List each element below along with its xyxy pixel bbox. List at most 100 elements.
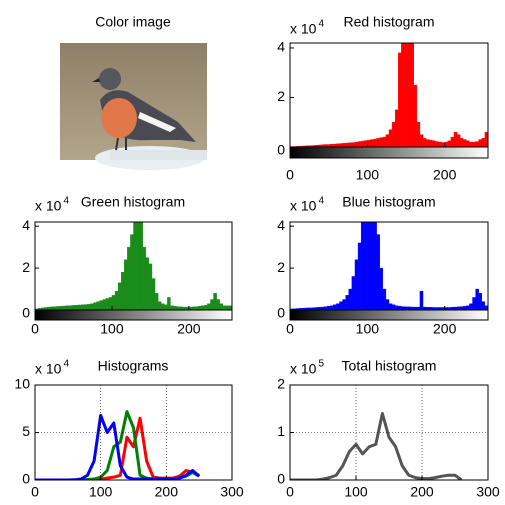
bar bbox=[151, 278, 156, 310]
y-tick-label: 0 bbox=[277, 471, 285, 487]
bar bbox=[354, 259, 359, 310]
bar bbox=[419, 134, 424, 147]
x-tick-label: 200 bbox=[177, 321, 201, 337]
bar bbox=[201, 305, 205, 310]
y-tick-label: 0 bbox=[22, 471, 30, 487]
bar bbox=[145, 257, 150, 310]
bar bbox=[357, 141, 362, 147]
bar bbox=[142, 246, 147, 310]
bar bbox=[475, 141, 479, 147]
y-tick-label: 0 bbox=[277, 142, 285, 158]
bar bbox=[354, 141, 359, 147]
bar bbox=[330, 305, 334, 310]
bar bbox=[68, 305, 73, 310]
bar bbox=[419, 290, 424, 310]
bar bbox=[170, 305, 174, 310]
bar bbox=[339, 301, 343, 310]
bar bbox=[425, 139, 430, 147]
bar bbox=[385, 299, 390, 310]
bar bbox=[367, 222, 371, 310]
plot-area bbox=[290, 222, 488, 310]
bar bbox=[130, 234, 134, 310]
y-multiplier: x 10 bbox=[290, 361, 317, 377]
bar bbox=[472, 141, 476, 147]
bar bbox=[370, 222, 374, 310]
bar bbox=[93, 302, 97, 310]
bar bbox=[391, 304, 396, 310]
x-tick-label: 0 bbox=[31, 321, 39, 337]
bar bbox=[373, 222, 377, 310]
bar bbox=[394, 305, 399, 310]
plot-area bbox=[35, 222, 232, 310]
bar bbox=[56, 306, 60, 310]
bar bbox=[360, 222, 365, 310]
bar bbox=[71, 305, 76, 310]
bar bbox=[447, 140, 452, 147]
bar bbox=[53, 306, 57, 310]
y-multiplier: x 10 bbox=[35, 198, 62, 214]
y-tick-label: 0 bbox=[277, 305, 285, 321]
bar bbox=[87, 304, 91, 310]
plot-area bbox=[290, 43, 488, 147]
y-tick-label: 2 bbox=[22, 259, 30, 275]
bar bbox=[459, 306, 464, 310]
axes-frame bbox=[289, 221, 489, 311]
x-tick-label: 0 bbox=[286, 484, 294, 500]
bar bbox=[114, 290, 119, 310]
bar bbox=[453, 131, 458, 147]
chart-title: Color image bbox=[95, 14, 171, 30]
bar bbox=[173, 306, 177, 310]
bar bbox=[388, 303, 393, 310]
y-tick-label: 4 bbox=[22, 217, 30, 233]
series-line bbox=[290, 412, 463, 480]
bar bbox=[80, 304, 85, 310]
bar bbox=[105, 298, 110, 310]
bar bbox=[429, 139, 433, 147]
bar bbox=[207, 303, 211, 310]
bar bbox=[117, 282, 122, 310]
y-multiplier-exponent: 4 bbox=[63, 196, 69, 207]
bar bbox=[401, 306, 405, 310]
x-tick-label: 300 bbox=[476, 484, 500, 500]
bar bbox=[90, 303, 94, 310]
bar bbox=[382, 288, 387, 310]
bar bbox=[478, 139, 483, 147]
y-multiplier-exponent: 4 bbox=[63, 359, 69, 370]
y-tick-label: 2 bbox=[277, 376, 285, 392]
bar bbox=[99, 300, 103, 310]
bar bbox=[84, 304, 88, 310]
bar bbox=[345, 295, 349, 310]
bar bbox=[345, 142, 349, 147]
colorbar bbox=[34, 309, 233, 321]
bar bbox=[478, 293, 483, 310]
bar bbox=[59, 306, 63, 310]
bar bbox=[376, 138, 380, 147]
bar bbox=[194, 306, 199, 310]
bar bbox=[407, 43, 411, 147]
bar bbox=[133, 222, 137, 310]
x-tick-label: 0 bbox=[31, 484, 39, 500]
bar bbox=[96, 301, 100, 310]
bar bbox=[388, 129, 393, 147]
bar bbox=[422, 138, 427, 147]
photo bbox=[60, 43, 207, 170]
y-multiplier-exponent: 4 bbox=[318, 196, 324, 207]
bar bbox=[333, 304, 337, 310]
bar bbox=[120, 272, 125, 310]
x-tick-label: 100 bbox=[89, 484, 113, 500]
y-tick-label: 4 bbox=[277, 217, 285, 233]
bar bbox=[74, 304, 79, 310]
x-tick-label: 100 bbox=[356, 167, 380, 183]
y-multiplier: x 10 bbox=[35, 361, 62, 377]
x-tick-label: 100 bbox=[356, 321, 380, 337]
bar bbox=[432, 140, 436, 147]
plot-area bbox=[290, 412, 463, 480]
bar bbox=[339, 143, 343, 147]
y-multiplier: x 10 bbox=[290, 198, 317, 214]
bar bbox=[469, 141, 473, 147]
bar bbox=[413, 84, 418, 147]
bar bbox=[466, 305, 470, 310]
bar bbox=[373, 138, 377, 147]
bar bbox=[204, 305, 208, 310]
bar bbox=[65, 305, 70, 310]
